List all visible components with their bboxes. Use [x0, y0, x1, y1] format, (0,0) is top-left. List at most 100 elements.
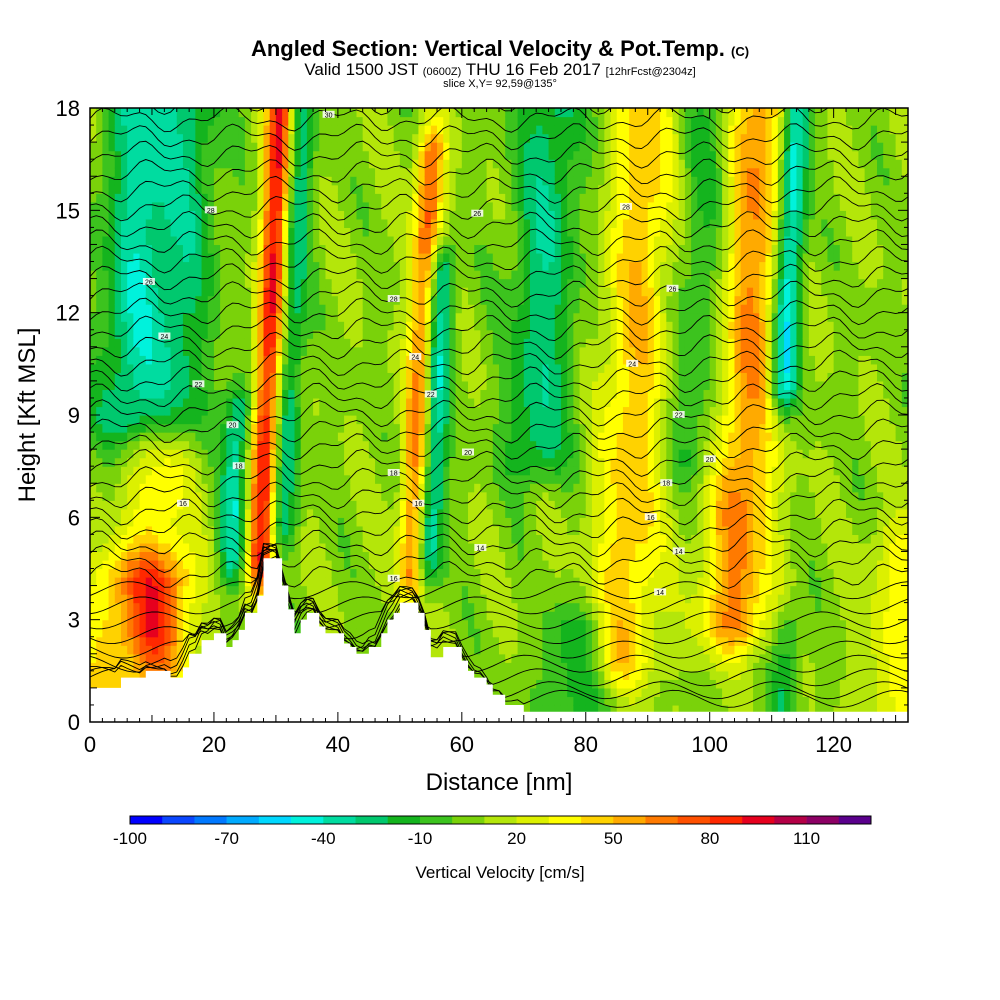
velocity-cell [133, 338, 141, 348]
velocity-cell [120, 440, 128, 450]
velocity-cell [201, 380, 209, 391]
velocity-cell [102, 244, 110, 254]
velocity-cell [313, 184, 320, 194]
velocity-cell [232, 389, 240, 399]
velocity-cell [362, 483, 370, 493]
velocity-cell [381, 389, 389, 399]
velocity-cell [145, 491, 153, 501]
velocity-cell [282, 116, 289, 126]
velocity-cell [164, 653, 172, 663]
velocity-cell [127, 440, 134, 450]
velocity-cell [114, 116, 122, 126]
velocity-cell [201, 150, 209, 160]
velocity-cell [306, 218, 314, 228]
velocity-cell [182, 559, 190, 570]
velocity-cell [449, 125, 457, 135]
velocity-cell [213, 295, 221, 305]
velocity-cell [437, 534, 444, 544]
velocity-cell [226, 389, 234, 399]
velocity-cell [238, 551, 246, 561]
velocity-cell [375, 440, 382, 450]
velocity-cell [251, 227, 258, 237]
velocity-cell [356, 235, 364, 246]
velocity-cell [158, 218, 165, 228]
velocity-cell [282, 184, 289, 194]
velocity-cell [461, 559, 469, 570]
velocity-cell [381, 227, 389, 237]
velocity-cell [275, 321, 283, 331]
velocity-cell [480, 287, 488, 297]
velocity-cell [90, 287, 97, 297]
velocity-cell [499, 415, 506, 425]
velocity-cell [139, 287, 147, 297]
velocity-cell [368, 125, 376, 135]
velocity-cell [337, 270, 345, 280]
velocity-cell [195, 397, 203, 408]
velocity-cell [517, 559, 525, 570]
velocity-cell [127, 380, 134, 391]
velocity-cell [468, 440, 475, 450]
velocity-cell [375, 184, 382, 194]
velocity-cell [437, 449, 444, 459]
velocity-cell [158, 559, 165, 570]
velocity-cell [158, 423, 165, 433]
velocity-cell [238, 372, 246, 382]
velocity-cell [406, 312, 413, 322]
velocity-cell [232, 184, 240, 194]
velocity-cell [90, 585, 97, 595]
velocity-cell [468, 252, 475, 263]
velocity-cell [120, 304, 128, 314]
velocity-cell [170, 201, 178, 211]
velocity-cell [189, 500, 196, 510]
velocity-cell [443, 619, 451, 629]
velocity-cell [282, 244, 289, 254]
velocity-cell [331, 500, 339, 510]
velocity-cell [331, 372, 339, 382]
velocity-cell [474, 295, 482, 305]
velocity-cell [158, 628, 165, 638]
velocity-cell [176, 415, 184, 425]
velocity-cell [220, 108, 227, 118]
velocity-cell [300, 568, 308, 578]
velocity-cell [151, 218, 159, 228]
velocity-cell [337, 432, 345, 442]
velocity-cell [189, 184, 196, 194]
velocity-cell [319, 585, 327, 595]
velocity-cell [319, 218, 327, 228]
velocity-cell [127, 235, 134, 246]
velocity-cell [158, 389, 165, 399]
velocity-cell [443, 184, 451, 194]
velocity-cell [350, 287, 358, 297]
velocity-cell [449, 406, 457, 416]
velocity-cell [133, 594, 141, 604]
velocity-cell [213, 577, 221, 587]
velocity-cell [176, 218, 184, 228]
velocity-cell [182, 210, 190, 220]
velocity-cell [313, 389, 320, 399]
velocity-cell [127, 585, 134, 595]
velocity-cell [170, 133, 178, 143]
velocity-cell [313, 380, 320, 391]
velocity-cell [412, 534, 420, 544]
velocity-cell [201, 261, 209, 271]
velocity-cell [282, 329, 289, 339]
velocity-cell [133, 346, 141, 356]
velocity-cell [114, 466, 122, 476]
velocity-cell [350, 559, 358, 570]
velocity-cell [406, 176, 413, 186]
velocity-cell [412, 406, 420, 416]
velocity-cell [189, 363, 196, 373]
velocity-cell [114, 150, 122, 160]
velocity-cell [257, 167, 265, 177]
velocity-cell [492, 312, 500, 322]
velocity-cell [213, 304, 221, 314]
velocity-cell [195, 611, 203, 621]
velocity-cell [108, 466, 116, 476]
velocity-cell [449, 415, 457, 425]
velocity-cell [443, 116, 451, 126]
velocity-cell [418, 483, 426, 493]
velocity-cell [300, 559, 308, 570]
velocity-cell [381, 133, 389, 143]
velocity-cell [375, 432, 382, 442]
velocity-cell [306, 500, 314, 510]
